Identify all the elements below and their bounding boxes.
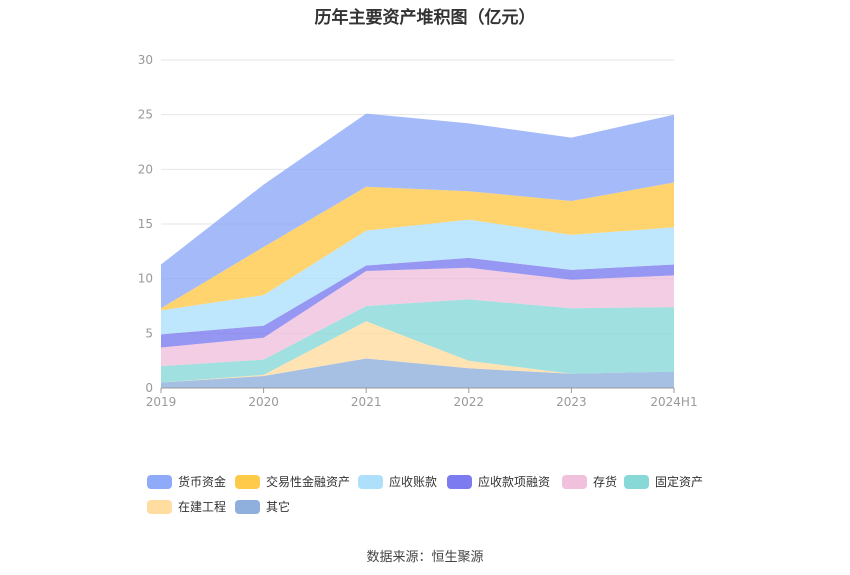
area-固定资产: [161, 299, 674, 383]
y-tick-label: 0: [145, 381, 153, 395]
y-tick-label: 20: [138, 162, 153, 176]
area-其它: [161, 358, 674, 388]
legend-label: 应收款项融资: [478, 475, 551, 489]
x-tick-label: 2020: [248, 395, 279, 409]
legend-label: 其它: [266, 500, 291, 514]
legend-item[interactable]: 存货: [562, 473, 617, 490]
legend-item[interactable]: 在建工程: [147, 498, 226, 515]
chart-title: 历年主要资产堆积图（亿元）: [314, 8, 536, 28]
x-tick-label: 2023: [556, 395, 587, 409]
legend-swatch: [562, 474, 587, 489]
legend-swatch: [147, 474, 172, 489]
legend-item[interactable]: 货币资金: [147, 473, 226, 490]
legend-item[interactable]: 固定资产: [624, 473, 703, 490]
legend-label: 存货: [593, 475, 618, 489]
legend-item[interactable]: 应收账款: [358, 473, 437, 490]
area-存货: [161, 267, 674, 367]
area-交易性金融资产: [161, 182, 674, 311]
x-tick-label: 2024H1: [650, 395, 697, 409]
legend-swatch: [235, 499, 260, 514]
legend-label: 在建工程: [178, 500, 227, 514]
data-source: 数据来源：恒生聚源: [366, 550, 484, 565]
y-tick-label: 5: [145, 326, 153, 340]
legend-swatch: [624, 474, 649, 489]
y-axis: 0 5 10 15 20 25 30: [138, 53, 153, 395]
area-应收账款: [161, 219, 674, 335]
legend-swatch: [147, 499, 172, 514]
x-tick-label: 2021: [351, 395, 382, 409]
y-tick-label: 15: [138, 217, 153, 231]
x-axis: 2019 2020 2021 2022 2023 2024H1: [146, 387, 698, 409]
legend-label: 固定资产: [655, 475, 704, 489]
y-tick-label: 25: [138, 108, 153, 122]
legend-label: 交易性金融资产: [266, 475, 351, 489]
legend-swatch: [447, 474, 472, 489]
legend-item[interactable]: 其它: [235, 498, 290, 515]
legend-item[interactable]: 交易性金融资产: [235, 473, 350, 490]
y-tick-label: 30: [138, 53, 153, 67]
area-应收款项融资: [161, 257, 674, 348]
legend-swatch: [235, 474, 260, 489]
legend-label: 货币资金: [178, 475, 227, 489]
legend-item[interactable]: 应收款项融资: [447, 473, 550, 490]
y-tick-label: 10: [138, 272, 153, 286]
x-tick-label: 2019: [146, 395, 177, 409]
area-货币资金: [161, 113, 674, 309]
legend-label: 应收账款: [389, 475, 438, 489]
area-在建工程: [161, 321, 674, 383]
area-layers: [161, 113, 674, 388]
legend-swatch: [358, 474, 383, 489]
x-tick-label: 2022: [454, 395, 485, 409]
